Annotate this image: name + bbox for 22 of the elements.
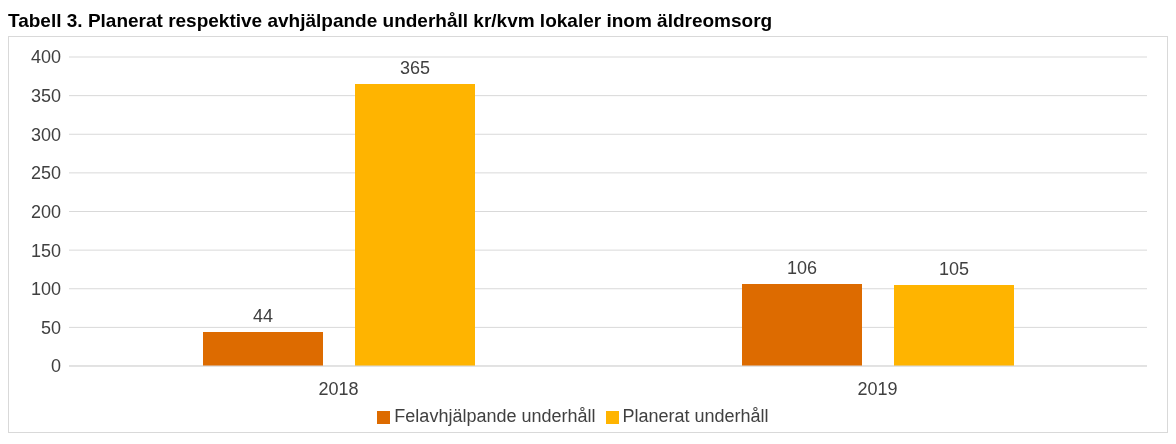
y-tick-label: 150 — [30, 240, 61, 261]
y-tick-label: 350 — [30, 86, 61, 107]
bar — [203, 332, 323, 366]
y-tick-label: 0 — [50, 356, 61, 377]
x-tick-label: 2019 — [857, 378, 898, 399]
y-tick-label: 200 — [30, 201, 61, 222]
data-label: 105 — [938, 258, 970, 279]
y-tick-label: 400 — [30, 47, 61, 68]
data-label: 44 — [252, 306, 274, 327]
legend-label: Planerat underhåll — [622, 406, 769, 426]
y-tick-label: 300 — [30, 124, 61, 145]
y-tick-label: 250 — [30, 163, 61, 184]
legend-label: Felavhjälpande underhåll — [394, 406, 596, 426]
x-tick-label: 2018 — [318, 378, 359, 399]
bar — [742, 284, 862, 366]
bar — [894, 284, 1014, 366]
bar — [355, 84, 475, 366]
chart-title: Tabell 3. Planerat respektive avhjälpande underhåll kr/kvm lokaler inom äldreomsorg — [8, 9, 774, 33]
data-label: 106 — [786, 258, 818, 279]
data-label: 365 — [399, 58, 431, 79]
y-tick-label: 100 — [30, 279, 61, 300]
y-tick-label: 50 — [40, 317, 61, 338]
